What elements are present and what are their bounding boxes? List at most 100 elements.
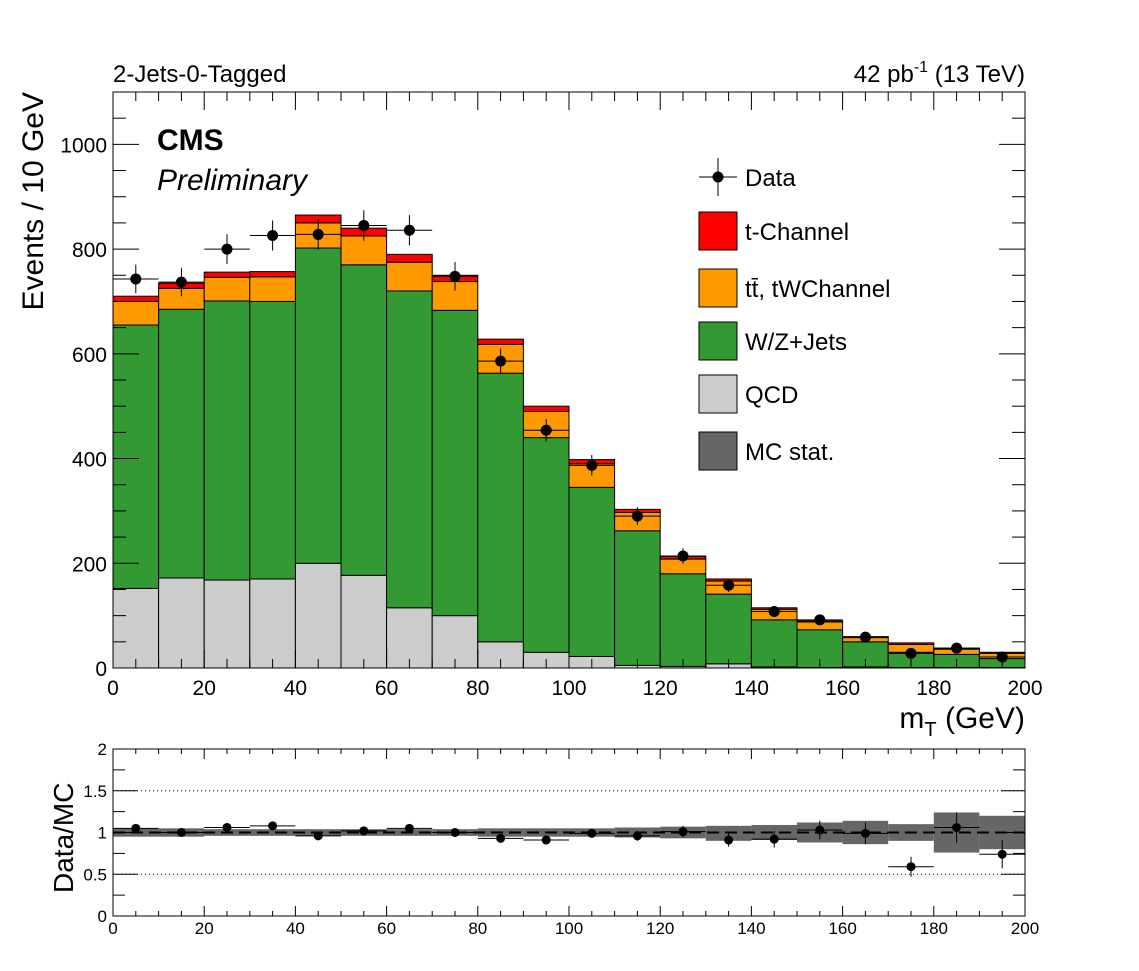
ratio-y-tick-label: 0 — [98, 907, 107, 926]
ratio-plot-frame — [112, 748, 1026, 917]
y-tick-label: 600 — [72, 344, 107, 367]
legend-label: tt̄, tWChannel — [745, 276, 890, 303]
main-axes: 0 20 40 60 80 100 120 140 160 180 200 0 200 400 600 800… — [60, 91, 1043, 700]
y-tick-label: 1000 — [60, 134, 107, 157]
ratio-y-tick-label: 2 — [98, 740, 107, 759]
legend-label: W/Z+Jets — [745, 329, 847, 356]
data-point — [403, 224, 415, 236]
bar-qcd — [203, 579, 251, 669]
data-point — [859, 631, 871, 643]
bar-w-z-jets — [249, 300, 296, 580]
main-x-axis-title: mT (GeV) — [899, 702, 1025, 741]
lumi-label: 42 pb-1 (13 TeV) — [854, 59, 1025, 88]
legend-swatch — [698, 211, 738, 251]
x-tick-label: 160 — [825, 677, 860, 700]
ratio-x-tick-label: 180 — [920, 919, 948, 938]
ratio-point — [952, 822, 962, 832]
ratio-point — [769, 834, 779, 844]
bar-w-z-jets — [294, 247, 342, 564]
x-tick-label: 200 — [1007, 677, 1042, 700]
legend: Data t-Channel tt̄, tWChannel W/Z+Jets QCD MC… — [698, 158, 890, 471]
ratio-x-tick-label: 40 — [286, 919, 305, 938]
data-point — [540, 424, 552, 436]
ratio-point — [450, 828, 460, 837]
ratio-x-tick-label: 20 — [195, 919, 214, 938]
data-point — [723, 579, 735, 591]
ratio-point — [268, 821, 278, 831]
data-point — [221, 243, 233, 255]
ratio-axes: 0 20 40 60 80 100 120 140 160 180 200 0 0.5 1 1.5 2 — [83, 740, 1039, 938]
data-point — [358, 220, 370, 232]
y-tick-label: 400 — [72, 449, 107, 472]
ratio-point — [404, 823, 414, 833]
x-tick-label: 100 — [551, 677, 586, 700]
ratio-point — [496, 833, 506, 843]
data-point — [130, 273, 142, 285]
ratio-x-tick-label: 100 — [555, 919, 583, 938]
legend-label: Data — [745, 165, 796, 192]
ratio-point — [906, 862, 916, 872]
ratio-point — [815, 825, 825, 835]
bar-w-z-jets — [386, 290, 433, 609]
ratio-point — [724, 835, 734, 845]
bar-tt-twchannel — [249, 276, 296, 302]
data-point — [586, 459, 598, 471]
ratio-x-tick-label: 160 — [828, 919, 856, 938]
bar-qcd — [249, 578, 296, 669]
x-tick-label: 180 — [916, 677, 951, 700]
legend-marker — [712, 171, 724, 183]
x-tick-label: 140 — [734, 677, 769, 700]
data-point — [449, 270, 461, 282]
ratio-x-tick-label: 0 — [108, 919, 117, 938]
ratio-point — [587, 828, 597, 838]
legend-swatch — [698, 321, 738, 361]
bar-qcd — [112, 587, 160, 669]
legend-swatch — [698, 431, 738, 471]
ratio-plot: 0 20 40 60 80 100 120 140 160 180 200 0 0.5 1 1.5 2 — [83, 740, 1039, 938]
y-tick-label: 200 — [72, 553, 107, 576]
bar-t-channel — [477, 338, 524, 345]
data-point — [677, 550, 689, 562]
ratio-point — [222, 822, 232, 832]
data-point — [996, 651, 1008, 663]
ratio-y-tick-label: 1.5 — [83, 782, 107, 801]
bar-t-channel — [203, 271, 251, 278]
bar-w-z-jets — [568, 486, 616, 657]
bar-w-z-jets — [614, 530, 661, 666]
category-label: 2-Jets-0-Tagged — [113, 61, 286, 88]
ratio-x-tick-label: 60 — [377, 919, 396, 938]
bar-tt-twchannel — [203, 276, 251, 302]
bar-qcd — [158, 577, 205, 669]
ratio-point — [313, 831, 323, 841]
bar-t-channel — [887, 642, 935, 645]
data-point — [768, 605, 780, 617]
bar-qcd — [294, 562, 342, 669]
main-plot-frame — [112, 91, 1026, 669]
bar-tt-twchannel — [386, 261, 433, 292]
bar-t-channel — [112, 295, 160, 302]
x-tick-label: 20 — [193, 677, 216, 700]
preliminary-label: Preliminary — [157, 164, 309, 197]
bar-t-channel — [386, 253, 433, 263]
bar-w-z-jets — [431, 309, 479, 617]
bar-tt-twchannel — [112, 300, 160, 326]
bar-qcd — [340, 574, 388, 669]
legend-label: MC stat. — [745, 439, 834, 466]
data-points — [113, 210, 1025, 663]
y-tick-label: 800 — [72, 239, 107, 262]
ratio-point — [359, 826, 369, 836]
ratio-point — [997, 849, 1007, 859]
ratio-gridlines — [113, 790, 1025, 875]
bar-w-z-jets — [203, 300, 251, 581]
bar-w-z-jets — [340, 264, 388, 576]
ratio-y-axis-title: Data/MC — [48, 783, 79, 893]
x-tick-label: 60 — [375, 677, 398, 700]
ratio-point — [131, 823, 141, 833]
y-tick-label: 0 — [95, 658, 107, 681]
data-point — [267, 229, 279, 241]
bar-t-channel — [522, 405, 570, 412]
ratio-point — [678, 827, 688, 837]
main-y-axis-title: Events / 10 GeV — [17, 92, 50, 310]
bar-w-z-jets — [477, 372, 524, 643]
